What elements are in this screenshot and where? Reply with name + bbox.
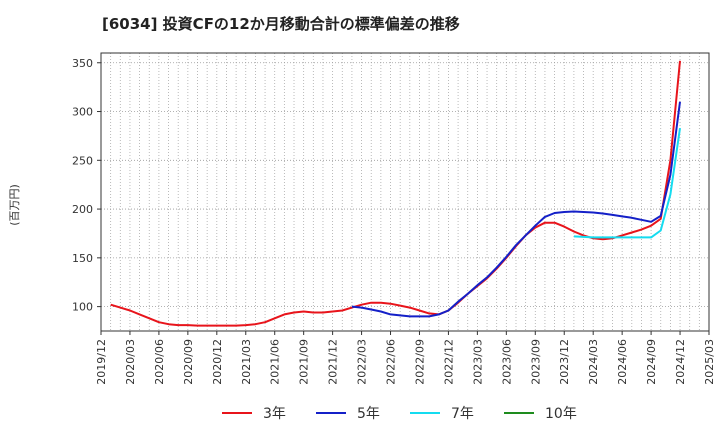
plot-frame <box>100 52 710 332</box>
chart-title: [6034] 投資CFの12か月移動合計の標準偏差の推移 <box>102 15 460 33</box>
x-tick-label: 2020/06 <box>153 339 166 385</box>
x-ticks: 2019/12 2020/03 2020/06 2020/09 2020/12 2021/… <box>95 331 716 385</box>
y-tick-label: 150 <box>72 252 93 265</box>
legend-label: 5年 <box>357 406 380 422</box>
y-tick-label: 350 <box>72 57 93 70</box>
y-tick-label: 100 <box>72 301 93 314</box>
x-tick-label: 2021/03 <box>240 339 253 385</box>
x-tick-label: 2022/09 <box>413 339 426 385</box>
x-tick-label: 2025/03 <box>703 339 716 385</box>
x-tick-label: 2023/03 <box>471 339 484 385</box>
x-tick-label: 2021/09 <box>298 339 311 385</box>
y-tick-label: 300 <box>72 106 93 119</box>
x-tick-label: 2022/03 <box>356 339 369 385</box>
plot-border <box>100 52 710 332</box>
x-tick-label: 2020/12 <box>211 339 224 385</box>
x-tick-label: 2020/09 <box>182 339 195 385</box>
series-line-7年 <box>573 127 681 239</box>
series-line-5年 <box>351 101 681 318</box>
x-tick-label: 2020/03 <box>124 339 137 385</box>
series-line-3年 <box>110 60 681 327</box>
y-tick-label: 250 <box>72 154 93 167</box>
x-tick-label: 2024/06 <box>616 339 629 385</box>
legend-label: 7年 <box>451 406 474 422</box>
x-tick-label: 2021/12 <box>327 339 340 385</box>
y-ticks: 100 150 200 250 300 350 <box>72 57 101 314</box>
x-tick-label: 2019/12 <box>95 339 108 385</box>
x-tick-label: 2022/12 <box>442 339 455 385</box>
x-tick-label: 2024/09 <box>645 339 658 385</box>
x-tick-label: 2023/12 <box>558 339 571 385</box>
x-tick-label: 2023/09 <box>529 339 542 385</box>
grid <box>100 53 710 331</box>
x-tick-label: 2024/12 <box>674 339 687 385</box>
legend-label: 10年 <box>545 406 577 422</box>
x-tick-label: 2024/03 <box>587 339 600 385</box>
y-axis-label: (百万円) <box>8 184 21 226</box>
series-group <box>110 60 681 327</box>
x-tick-label: 2023/06 <box>500 339 513 385</box>
legend-label: 3年 <box>263 406 286 422</box>
legend: 3年 5年 7年 10年 <box>222 406 577 422</box>
y-tick-label: 200 <box>72 203 93 216</box>
x-tick-label: 2022/06 <box>385 339 398 385</box>
x-tick-label: 2021/06 <box>269 339 282 385</box>
